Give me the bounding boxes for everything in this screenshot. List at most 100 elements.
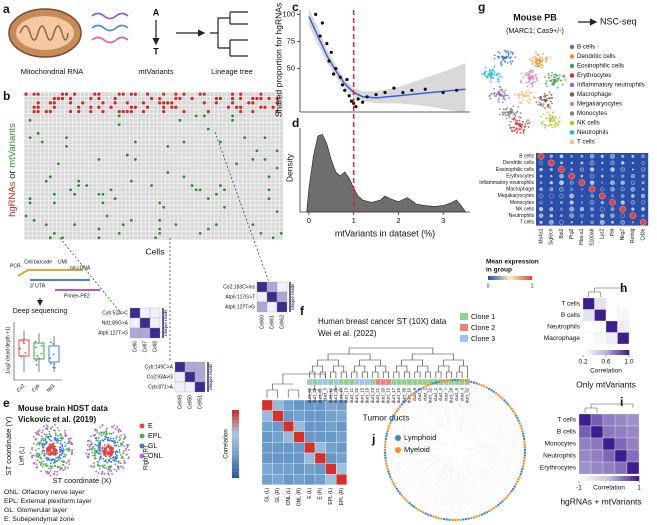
tree-branch xyxy=(461,457,500,502)
heatmap-cell xyxy=(272,410,284,422)
umap-point xyxy=(550,79,553,82)
clone-box xyxy=(306,378,313,386)
mtvariant-dot xyxy=(190,184,194,187)
mtvariant-dot xyxy=(97,227,101,231)
inset-cell xyxy=(129,327,141,339)
tree-branch xyxy=(444,467,453,518)
umap-point xyxy=(505,55,508,58)
colorbar-step xyxy=(587,350,591,355)
box-point xyxy=(41,345,43,347)
umap-point xyxy=(518,119,521,122)
tick-label: Co2 xyxy=(16,383,27,394)
spot xyxy=(101,446,104,449)
spot xyxy=(118,451,121,454)
tree-branch xyxy=(421,390,442,426)
tip-marker xyxy=(384,459,388,463)
tree-branch xyxy=(473,401,504,432)
umap-point xyxy=(550,123,553,126)
spot xyxy=(43,433,46,436)
spot xyxy=(114,463,117,466)
dotplot-dot xyxy=(539,187,543,192)
heatmap-cell xyxy=(626,437,640,451)
heatmap-cell xyxy=(304,452,316,464)
axis-label: mtVariants in dataset (%) xyxy=(335,228,435,238)
dotplot-dot xyxy=(619,205,626,213)
umap-point xyxy=(533,61,536,64)
heatmap-cell xyxy=(602,437,616,451)
colorbar-step xyxy=(499,276,502,280)
spot xyxy=(52,453,55,456)
dotplot-dot xyxy=(590,220,594,224)
y-tick-label: 50 xyxy=(287,64,295,73)
tree-branch xyxy=(387,444,445,450)
tip-marker xyxy=(434,516,438,519)
umap-point xyxy=(493,94,496,97)
tree-branch xyxy=(441,383,450,424)
spot xyxy=(46,457,48,460)
umap-point xyxy=(484,75,487,77)
spot xyxy=(113,459,116,462)
spot xyxy=(63,441,66,444)
hgrna-dot xyxy=(44,109,48,114)
dotplot-dot xyxy=(560,214,563,217)
tree-branch xyxy=(394,464,426,482)
spot xyxy=(58,456,61,459)
leaf-label: duct_10 xyxy=(407,387,412,403)
tree-branch xyxy=(459,383,472,432)
umap-point xyxy=(528,92,531,94)
spot xyxy=(95,450,98,453)
tip-marker xyxy=(429,383,432,386)
spot xyxy=(66,448,69,451)
umap-point xyxy=(547,72,550,75)
hgrna-dot xyxy=(162,109,166,114)
tip-marker xyxy=(394,412,397,415)
legend-label: GL xyxy=(148,443,157,450)
spot xyxy=(107,443,110,446)
row-label: Erythrocytes xyxy=(540,465,577,472)
colorbar-step xyxy=(585,476,589,481)
spot xyxy=(68,438,70,441)
tip-marker xyxy=(523,451,527,454)
leaf-label: duct_23 xyxy=(370,387,375,403)
x-tick-label: ONL (L) xyxy=(286,487,292,505)
mtvariant-dot xyxy=(133,140,137,144)
heatmap-cell xyxy=(293,421,305,432)
dotplot-dot xyxy=(548,193,554,199)
spot xyxy=(120,457,123,459)
mtvariant-dot xyxy=(28,197,32,200)
umap-point xyxy=(540,60,543,63)
row-label: Neutrophils xyxy=(509,213,535,219)
dotplot-dot xyxy=(580,201,583,204)
tip-marker xyxy=(480,384,483,387)
mtvariant-dot xyxy=(214,223,218,227)
guide-line xyxy=(214,131,271,286)
tree-branch xyxy=(491,426,519,437)
leaf-label: duct_12 xyxy=(328,387,333,403)
heatmap-cell xyxy=(325,431,337,443)
spot xyxy=(100,431,103,434)
umap-point xyxy=(502,108,505,111)
spot xyxy=(39,457,42,459)
umap-point xyxy=(498,108,501,111)
umap-point xyxy=(520,81,523,84)
tip-marker xyxy=(389,475,392,478)
tip-marker xyxy=(475,382,478,385)
dotplot-dot xyxy=(631,207,635,211)
spot xyxy=(56,470,59,473)
umap-point xyxy=(483,72,486,75)
umap-point xyxy=(512,105,515,108)
hgrna-dot xyxy=(214,96,218,101)
legend-title: Mean expression xyxy=(486,259,539,266)
spot xyxy=(54,434,57,437)
tree-branch xyxy=(389,431,436,445)
tip-marker xyxy=(483,512,486,515)
umap-point xyxy=(488,94,491,97)
umap-point xyxy=(541,66,543,69)
hgrna-dot xyxy=(174,96,178,101)
tree-branch xyxy=(404,458,447,497)
umap-point xyxy=(536,76,538,79)
spot xyxy=(61,464,64,467)
mtvariant-dot xyxy=(57,162,60,166)
spot xyxy=(119,430,122,433)
